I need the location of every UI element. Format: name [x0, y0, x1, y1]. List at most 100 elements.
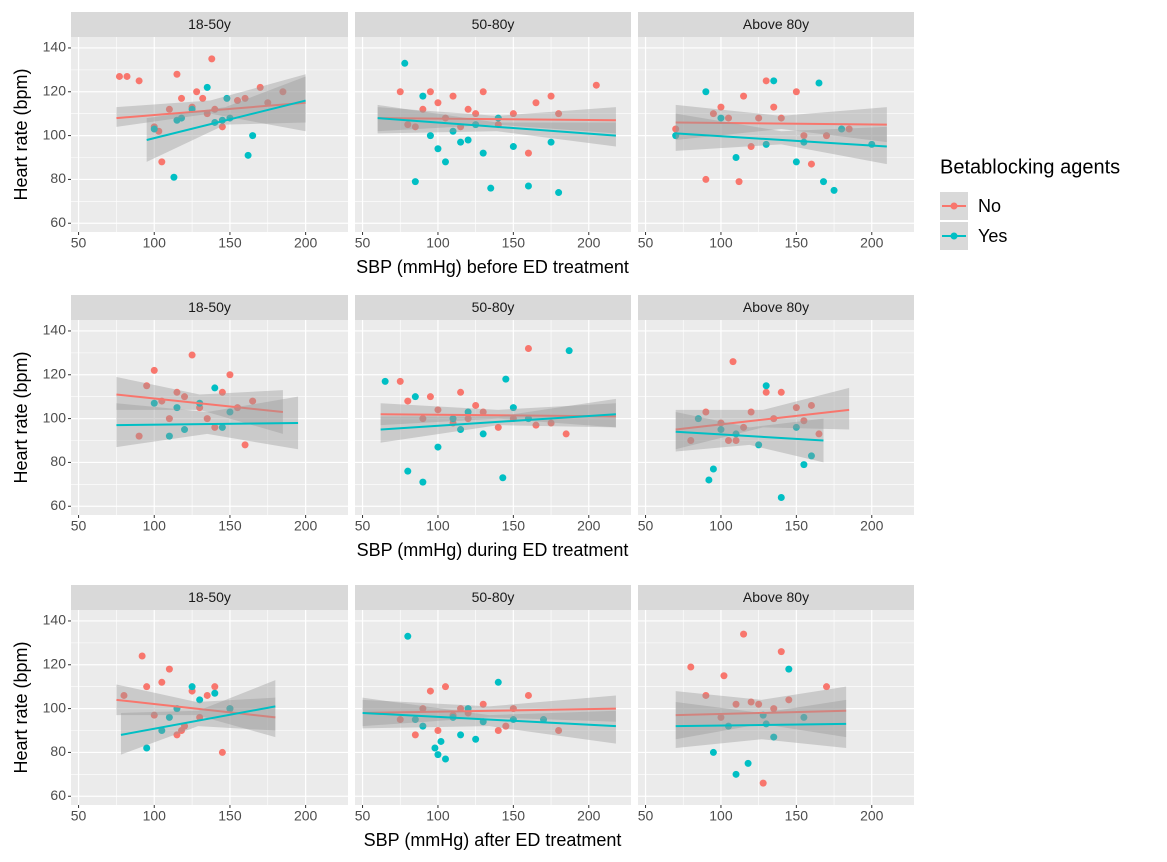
point: [150, 125, 158, 133]
point: [800, 132, 808, 140]
point: [823, 132, 831, 140]
point: [732, 700, 740, 708]
point: [241, 94, 249, 102]
point: [747, 408, 755, 416]
y-tick-label: 60: [50, 497, 66, 513]
point: [244, 151, 252, 159]
point: [502, 375, 510, 383]
y-axis-label: Heart rate (bpm): [11, 351, 31, 483]
point: [524, 344, 532, 352]
point: [547, 92, 555, 100]
point: [479, 88, 487, 96]
point: [479, 149, 487, 157]
point: [472, 401, 480, 409]
fit-line: [120, 705, 276, 736]
point: [744, 759, 752, 767]
x-tick-label: 50: [71, 808, 87, 824]
x-tick-label: 200: [294, 518, 318, 534]
point: [687, 437, 695, 445]
point: [143, 683, 151, 691]
point: [203, 83, 211, 91]
strip-label: Above 80y: [743, 299, 809, 315]
point: [479, 700, 487, 708]
point: [419, 705, 427, 713]
point: [426, 393, 434, 401]
confidence-band: [116, 396, 299, 450]
point: [845, 125, 853, 133]
panel: [355, 320, 631, 515]
legend-dot: [950, 232, 958, 240]
x-tick-label: 200: [860, 235, 884, 251]
point: [770, 733, 778, 741]
point: [823, 683, 831, 691]
point: [740, 630, 748, 638]
point: [211, 423, 219, 431]
confidence-band: [377, 104, 616, 147]
point: [411, 393, 419, 401]
point: [158, 727, 166, 735]
strip-label: 18-50y: [188, 589, 231, 605]
point: [702, 175, 710, 183]
point: [457, 138, 465, 146]
point: [762, 77, 770, 85]
x-tick-label: 50: [355, 235, 371, 251]
point: [211, 683, 219, 691]
point: [434, 443, 442, 451]
point: [732, 770, 740, 778]
panel: [71, 37, 348, 232]
point: [494, 678, 502, 686]
fit-line: [675, 709, 847, 717]
fit-line: [380, 413, 616, 431]
point: [226, 705, 234, 713]
point: [177, 94, 185, 102]
strip: [638, 12, 914, 37]
point: [241, 441, 249, 449]
fit-line: [116, 698, 276, 719]
point: [547, 419, 555, 427]
point: [555, 727, 563, 735]
x-tick-label: 50: [71, 235, 87, 251]
point: [800, 417, 808, 425]
point: [419, 722, 427, 730]
fit-line: [675, 408, 850, 431]
x-tick-label: 150: [218, 808, 242, 824]
point: [226, 371, 234, 379]
y-tick-label: 100: [43, 699, 67, 715]
point: [426, 687, 434, 695]
point: [694, 415, 702, 423]
confidence-band: [675, 412, 824, 463]
point: [815, 430, 823, 438]
point: [401, 59, 409, 67]
point: [173, 388, 181, 396]
point: [672, 125, 680, 133]
point: [143, 382, 151, 390]
point: [705, 476, 713, 484]
point: [411, 178, 419, 186]
point: [203, 691, 211, 699]
point: [411, 731, 419, 739]
y-tick-label: 140: [43, 612, 67, 628]
point: [709, 465, 717, 473]
fit-line: [116, 101, 306, 120]
point: [838, 125, 846, 133]
point: [208, 55, 216, 63]
point: [173, 70, 181, 78]
point: [729, 358, 737, 366]
x-tick-label: 150: [785, 808, 809, 824]
point: [426, 88, 434, 96]
fit-line: [116, 421, 299, 427]
point: [218, 748, 226, 756]
point: [747, 143, 755, 151]
point: [807, 160, 815, 168]
point: [762, 382, 770, 390]
panel: [355, 610, 631, 805]
fit-line: [377, 117, 616, 137]
point: [532, 421, 540, 429]
x-tick-label: 150: [218, 518, 242, 534]
point: [724, 437, 732, 445]
point: [740, 92, 748, 100]
point: [785, 665, 793, 673]
point: [170, 173, 178, 181]
point: [457, 388, 465, 396]
